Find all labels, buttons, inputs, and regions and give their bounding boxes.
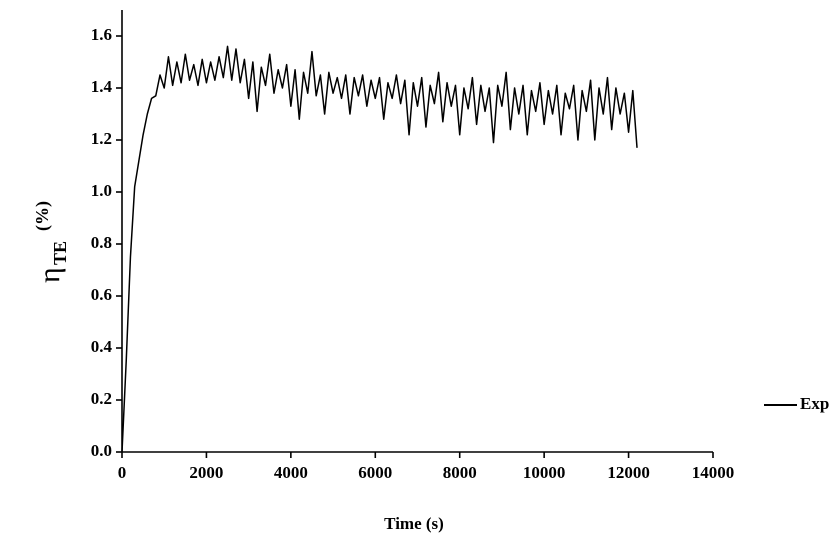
- y-label-unit: (%): [32, 201, 53, 231]
- y-tick-label: 0.4: [91, 337, 113, 356]
- y-tick-label: 1.0: [91, 181, 112, 200]
- y-axis-title: η TE (%): [32, 201, 70, 283]
- x-tick-label: 0: [118, 463, 127, 482]
- y-tick-label: 0.0: [91, 441, 112, 460]
- y-label-sub: TE: [50, 241, 70, 265]
- y-tick-label: 1.2: [91, 129, 112, 148]
- y-tick-label: 0.2: [91, 389, 112, 408]
- legend-label: Exp #4: [800, 394, 829, 413]
- x-tick-label: 14000: [692, 463, 735, 482]
- x-tick-label: 4000: [274, 463, 308, 482]
- y-tick-label: 1.4: [91, 77, 113, 96]
- x-tick-label: 6000: [358, 463, 392, 482]
- x-tick-label: 2000: [189, 463, 223, 482]
- y-tick-label: 0.6: [91, 285, 112, 304]
- y-tick-label: 1.6: [91, 25, 112, 44]
- y-label-main: η: [33, 267, 66, 283]
- y-tick-label: 0.8: [91, 233, 112, 252]
- x-tick-label: 10000: [523, 463, 566, 482]
- data-line: [121, 45, 638, 453]
- x-axis-title: Time (s): [384, 514, 444, 533]
- x-tick-label: 12000: [607, 463, 650, 482]
- x-tick-label: 8000: [443, 463, 477, 482]
